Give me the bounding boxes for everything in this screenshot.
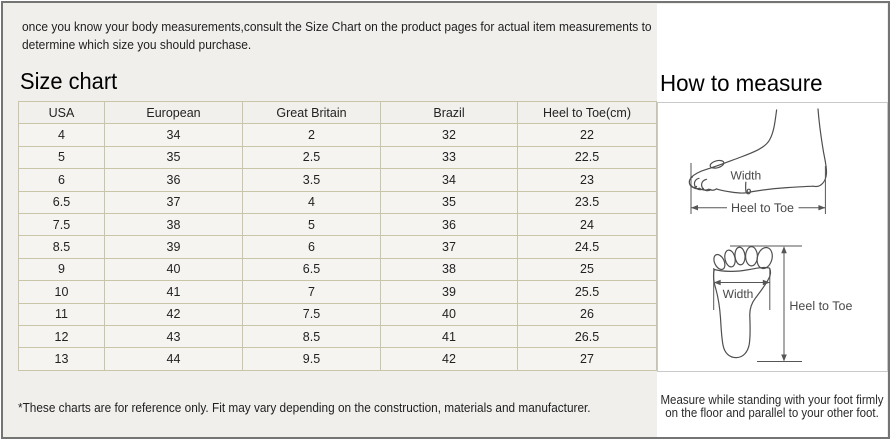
svg-text:Width: Width [723,287,754,301]
svg-text:Width: Width [731,169,762,183]
svg-text:Heel to Toe: Heel to Toe [789,299,852,313]
svg-text:Heel to Toe: Heel to Toe [731,201,794,215]
